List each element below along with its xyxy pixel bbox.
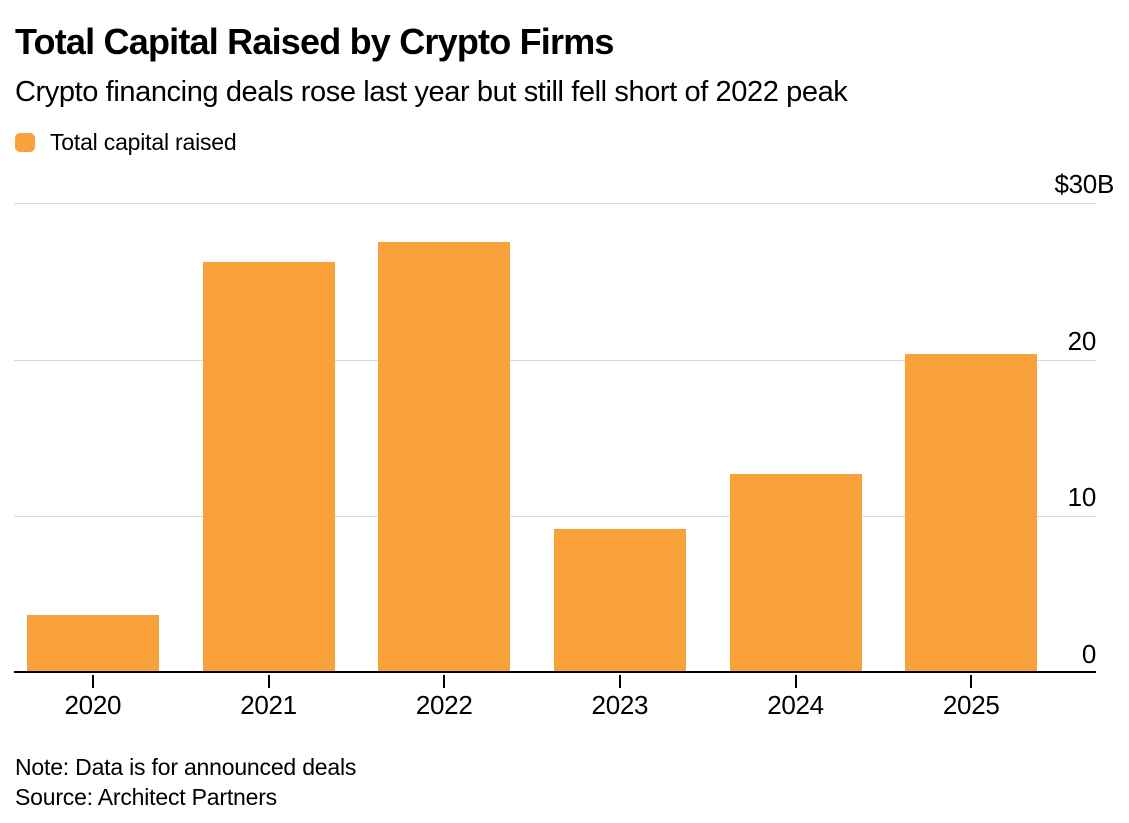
bar-2022	[378, 242, 511, 671]
legend-swatch-icon	[15, 133, 35, 152]
x-axis-tick	[267, 675, 270, 688]
x-axis-cell-2021: 2021	[181, 675, 357, 721]
x-axis-label-2023: 2023	[591, 690, 649, 720]
x-axis-label-2021: 2021	[240, 690, 297, 720]
gridline-30	[14, 203, 1096, 204]
x-axis-cell-2020: 2020	[5, 675, 181, 721]
y-axis-label-30: $30B	[1054, 169, 1114, 199]
bar-band-2023	[532, 203, 708, 671]
x-axis-tick	[794, 675, 797, 688]
chart-title: Total Capital Raised by Crypto Firms	[15, 21, 614, 62]
x-axis-cell-2024: 2024	[708, 675, 884, 721]
bar-band-2022	[356, 203, 532, 671]
bar-band-2021	[181, 203, 357, 671]
x-axis-cell-2023: 2023	[532, 675, 708, 721]
bar-2024	[729, 474, 862, 671]
x-axis-tick	[91, 675, 94, 688]
x-axis-tick	[618, 675, 621, 688]
chart-subtitle: Crypto financing deals rose last year bu…	[15, 76, 848, 108]
bar-2025	[905, 354, 1038, 671]
y-axis-label-0: 0	[1081, 639, 1096, 669]
legend-label: Total capital raised	[50, 129, 237, 155]
gridline-10	[14, 516, 1096, 518]
x-axis: 2020 2021 2022 2023 2024 2025	[5, 675, 1059, 721]
x-axis-tick	[443, 675, 446, 688]
bar-band-2020	[5, 203, 181, 671]
bar-band-2024	[708, 203, 884, 671]
x-axis-label-2022: 2022	[415, 690, 473, 720]
bar-chart-plot-area: $30B 20 10 0	[14, 171, 1114, 673]
chart-footer: Note: Data is for announced deals Source…	[15, 752, 356, 812]
footer-source: Source: Architect Partners	[15, 784, 277, 810]
x-axis-cell-2025: 2025	[883, 675, 1059, 721]
legend: Total capital raised	[15, 129, 237, 156]
bars-container	[5, 203, 1059, 671]
x-axis-label-2020: 2020	[64, 690, 122, 720]
footer-note: Note: Data is for announced deals	[15, 754, 357, 780]
x-axis-tick	[970, 675, 973, 688]
bar-2021	[202, 262, 335, 671]
y-axis-label-10: 10	[1067, 482, 1097, 513]
bar-2020	[26, 614, 159, 671]
gridline-20	[14, 359, 1096, 361]
x-axis-cell-2022: 2022	[356, 675, 532, 721]
y-axis-label-20: 20	[1067, 325, 1097, 356]
x-axis-label-2024: 2024	[767, 690, 824, 720]
bar-2023	[553, 529, 686, 671]
x-axis-label-2025: 2025	[942, 690, 1000, 720]
bar-band-2025	[883, 203, 1059, 671]
